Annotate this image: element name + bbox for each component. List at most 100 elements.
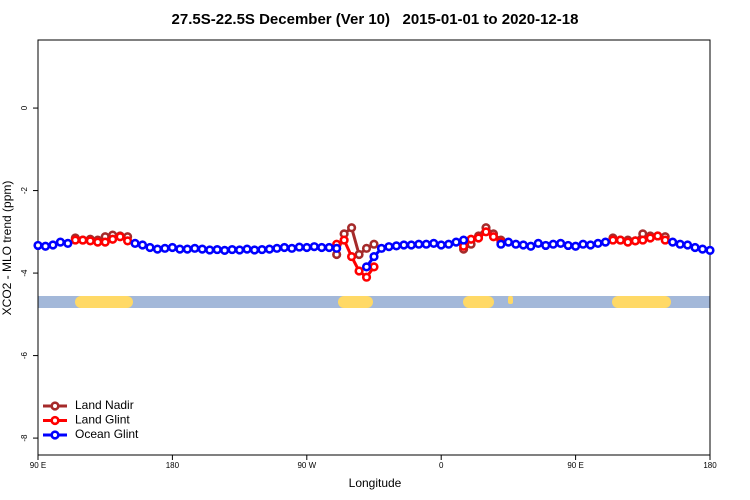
data-point [578, 239, 588, 249]
legend-label: Ocean Glint [75, 427, 139, 441]
data-point [361, 272, 372, 282]
data-point [481, 227, 491, 237]
data-point [451, 237, 461, 247]
data-point [384, 242, 394, 252]
data-point [369, 239, 379, 249]
data-point [668, 237, 678, 247]
data-point [78, 235, 88, 245]
data-point [175, 244, 185, 254]
y-tick-label: -6 [20, 351, 29, 359]
y-tick-label: -8 [20, 434, 29, 442]
data-point [160, 243, 170, 253]
data-point [235, 245, 245, 255]
data-point [145, 242, 155, 253]
data-point [287, 243, 297, 253]
data-point [167, 242, 177, 253]
data-point [361, 243, 372, 253]
x-tick-label: 90 E [30, 461, 46, 470]
data-point [108, 234, 118, 244]
legend-marker [50, 401, 60, 411]
data-point [63, 238, 73, 248]
x-tick-label: 180 [703, 461, 717, 470]
data-point [705, 245, 715, 255]
data-point [354, 266, 364, 276]
data-point [593, 238, 603, 248]
data-point [324, 242, 334, 253]
land-strip [612, 296, 671, 308]
data-point [257, 244, 267, 255]
data-point [675, 239, 685, 249]
data-point [264, 244, 275, 254]
data-point [660, 235, 670, 245]
data-point [55, 237, 66, 247]
y-tick-label: -4 [20, 269, 29, 277]
data-point [653, 231, 663, 241]
data-point [541, 240, 551, 251]
x-tick-label: 90 E [567, 461, 583, 470]
data-point [48, 240, 58, 250]
data-point [406, 240, 416, 250]
data-point [518, 240, 528, 250]
data-point [526, 241, 536, 251]
data-point [212, 244, 222, 255]
data-point [152, 244, 163, 254]
x-tick-label: 90 W [297, 461, 316, 470]
data-point [615, 235, 626, 245]
data-point [429, 238, 439, 248]
land-strip [463, 296, 494, 308]
data-point [317, 242, 327, 253]
data-point [600, 237, 611, 247]
data-point [361, 262, 372, 272]
data-point [466, 234, 476, 244]
x-axis-label: Longitude [349, 476, 402, 490]
data-point [332, 243, 342, 253]
data-point [302, 242, 312, 253]
data-point [70, 235, 80, 245]
data-point [40, 241, 51, 251]
data-point [376, 243, 387, 253]
data-point [496, 239, 506, 249]
data-point [548, 239, 558, 249]
data-point [197, 244, 207, 254]
data-point [279, 242, 290, 253]
data-point [399, 240, 409, 250]
data-point [638, 235, 648, 245]
y-tick-label: 0 [20, 105, 29, 110]
data-point [347, 223, 357, 233]
ocean-strip [38, 296, 710, 308]
data-point [93, 237, 103, 247]
land-mask-strip [38, 296, 710, 308]
data-point [309, 242, 319, 252]
data-point [339, 235, 349, 245]
data-point [421, 239, 431, 249]
data-point [33, 240, 43, 251]
data-point [436, 240, 446, 250]
land-strip [75, 296, 133, 308]
data-point [347, 251, 357, 262]
data-point [690, 242, 700, 253]
data-point [444, 239, 454, 249]
legend-label: Land Nadir [75, 398, 134, 412]
y-axis-label: XCO2 - MLO trend (ppm) [0, 181, 14, 316]
land-strip [338, 296, 373, 308]
data-point [182, 244, 192, 254]
data-point [294, 242, 304, 252]
data-point [369, 251, 379, 262]
data-point [570, 241, 581, 251]
data-point [190, 243, 200, 253]
data-point [623, 237, 633, 247]
data-point [122, 236, 133, 246]
data-point [369, 262, 379, 272]
data-point [503, 237, 514, 247]
data-point [272, 243, 282, 253]
data-point [459, 235, 469, 245]
data-point [85, 236, 95, 246]
data-point [137, 240, 148, 250]
data-point [645, 233, 655, 243]
data-point [220, 245, 230, 255]
data-point [205, 245, 215, 255]
data-point [100, 237, 110, 247]
y-tick-label: -2 [20, 186, 29, 194]
